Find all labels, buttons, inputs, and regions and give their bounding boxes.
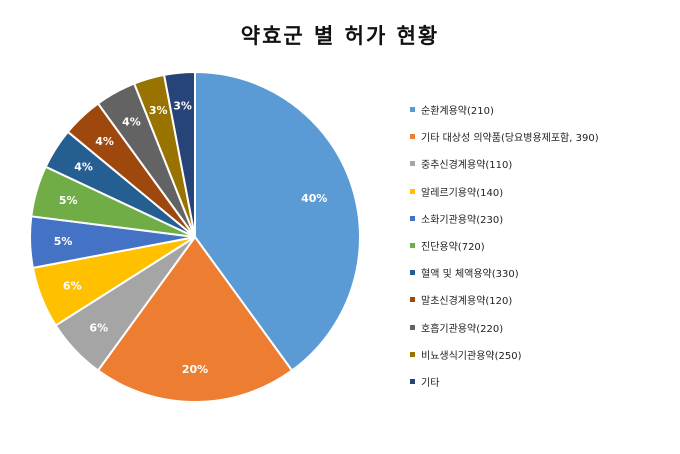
legend-label: 혈액 및 체액용약(330) (421, 269, 519, 281)
pie-slice (194, 70, 361, 372)
slice-data-label: 4% (95, 135, 114, 148)
legend-item: 소화기관용약(230) (410, 205, 599, 232)
legend-item: 혈액 및 체액용약(330) (410, 259, 599, 286)
legend-item: 알레르기용약(140) (410, 178, 599, 205)
legend-label: 순환계용약(210) (421, 106, 494, 118)
slice-data-label: 5% (54, 235, 73, 248)
legend-swatch (410, 134, 415, 140)
chart-title: 약효군 별 허가 현황 (240, 24, 440, 48)
legend-item: 순환계용약(210) (410, 96, 599, 123)
slice-data-label: 40% (301, 192, 327, 205)
legend-swatch (410, 378, 415, 384)
legend-label: 소화기관용약(230) (421, 214, 504, 226)
legend-item: 진단용약(720) (410, 232, 599, 259)
pie-slice (162, 70, 196, 238)
legend-label: 알레르기용약(140) (421, 187, 504, 199)
legend-label: 말초신경계용약(120) (421, 296, 513, 308)
slice-data-label: 5% (59, 194, 78, 207)
legend-item: 기타 대상성 의약품(당요병용제포함, 390) (410, 123, 599, 150)
legend-swatch (410, 161, 415, 167)
legend-label: 호흡기관용약(220) (421, 323, 504, 335)
slice-data-label: 4% (74, 160, 93, 173)
slice-data-label: 20% (182, 363, 208, 376)
slice-data-label: 3% (149, 104, 168, 117)
slice-data-label: 3% (173, 100, 192, 113)
legend-item: 말초신경계용약(120) (410, 286, 599, 313)
legend-swatch (410, 297, 415, 303)
legend-swatch (410, 215, 415, 221)
pie-slice (96, 235, 294, 403)
legend-item: 호흡기관용약(220) (410, 314, 599, 341)
legend-label: 진단용약(720) (421, 242, 485, 254)
legend-swatch (410, 243, 415, 249)
legend: 순환계용약(210) 기타 대상성 의약품(당요병용제포함, 390) 중추신경계용… (410, 96, 599, 395)
legend-swatch (410, 270, 415, 276)
legend-label: 비뇨생식기관용약(250) (421, 350, 522, 362)
legend-item: 기타 (410, 368, 599, 395)
legend-item: 중추신경계용약(110) (410, 150, 599, 177)
legend-swatch (410, 324, 415, 330)
slice-data-label: 6% (89, 321, 108, 334)
legend-label: 기타 대상성 의약품(당요병용제포함, 390) (421, 133, 599, 145)
legend-item: 비뇨생식기관용약(250) (410, 341, 599, 368)
slice-data-label: 6% (63, 280, 82, 293)
legend-label: 중추신경계용약(110) (421, 160, 513, 172)
legend-swatch (410, 188, 415, 194)
slice-data-label: 4% (122, 115, 141, 128)
legend-label: 기타 (421, 377, 440, 389)
legend-swatch (410, 351, 415, 357)
legend-swatch (410, 107, 415, 113)
